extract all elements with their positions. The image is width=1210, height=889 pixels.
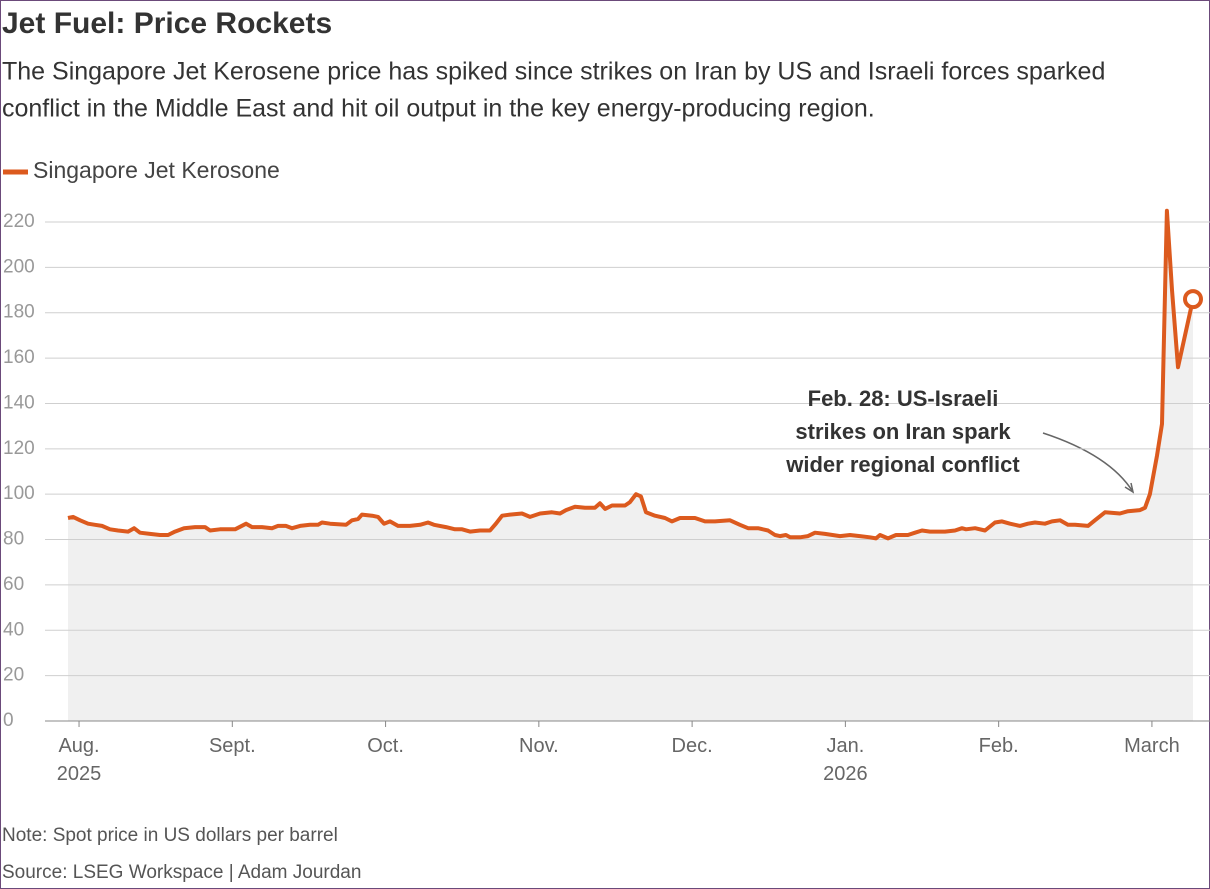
x-tick-label: Jan. 2026 (823, 735, 868, 785)
annotation-text: strikes on Iran spark (795, 419, 1011, 444)
y-tick-label: 0 (3, 710, 14, 731)
y-tick-label: 80 (3, 529, 24, 550)
x-tick-label: Oct. (367, 735, 404, 757)
annotation: Feb. 28: US-Israeli strikes on Iran spar… (785, 386, 1020, 477)
y-tick-label: 40 (3, 619, 24, 640)
x-tick-label: Aug. 2025 (57, 735, 102, 785)
chart-title: Jet Fuel: Price Rockets (2, 7, 332, 40)
y-tick-label: 200 (3, 256, 35, 277)
line (67, 208, 1195, 541)
subtitle: conflict in the Middle East and hit oil … (2, 95, 875, 123)
subtitle: The Singapore Jet Kerosene price has spi… (2, 58, 1105, 86)
y-tick-label: 180 (3, 302, 35, 323)
y-tick-label: 140 (3, 392, 35, 413)
y-tick-label: 120 (3, 438, 35, 459)
y-tick-label: 100 (3, 483, 35, 504)
x-tick-label: March (1124, 735, 1180, 757)
x-tick-label: Sept. (209, 735, 256, 757)
note: Note: Spot price in US dollars per barre… (2, 825, 338, 846)
area (68, 210, 1193, 721)
annotation-arrow (1042, 432, 1134, 493)
y-tick-label: 160 (3, 347, 35, 368)
annotation-text: Feb. 28: US-Israeli (808, 386, 999, 411)
source: Source: LSEG Workspace | Adam Jourdan (2, 862, 361, 883)
legend-label: Singapore Jet Kerosone (33, 157, 280, 183)
annotation-text: wider regional conflict (785, 452, 1020, 477)
annotation-arrowhead (1124, 482, 1135, 494)
y-tick-label: 20 (3, 665, 24, 686)
y-tick-label: 60 (3, 574, 24, 595)
end-marker (1183, 289, 1203, 310)
x-tick-label: Nov. (519, 735, 559, 757)
x-tick-label: Feb. (979, 735, 1019, 757)
x-tick-label: Dec. (672, 735, 713, 757)
y-tick-label: 220 (3, 211, 35, 232)
